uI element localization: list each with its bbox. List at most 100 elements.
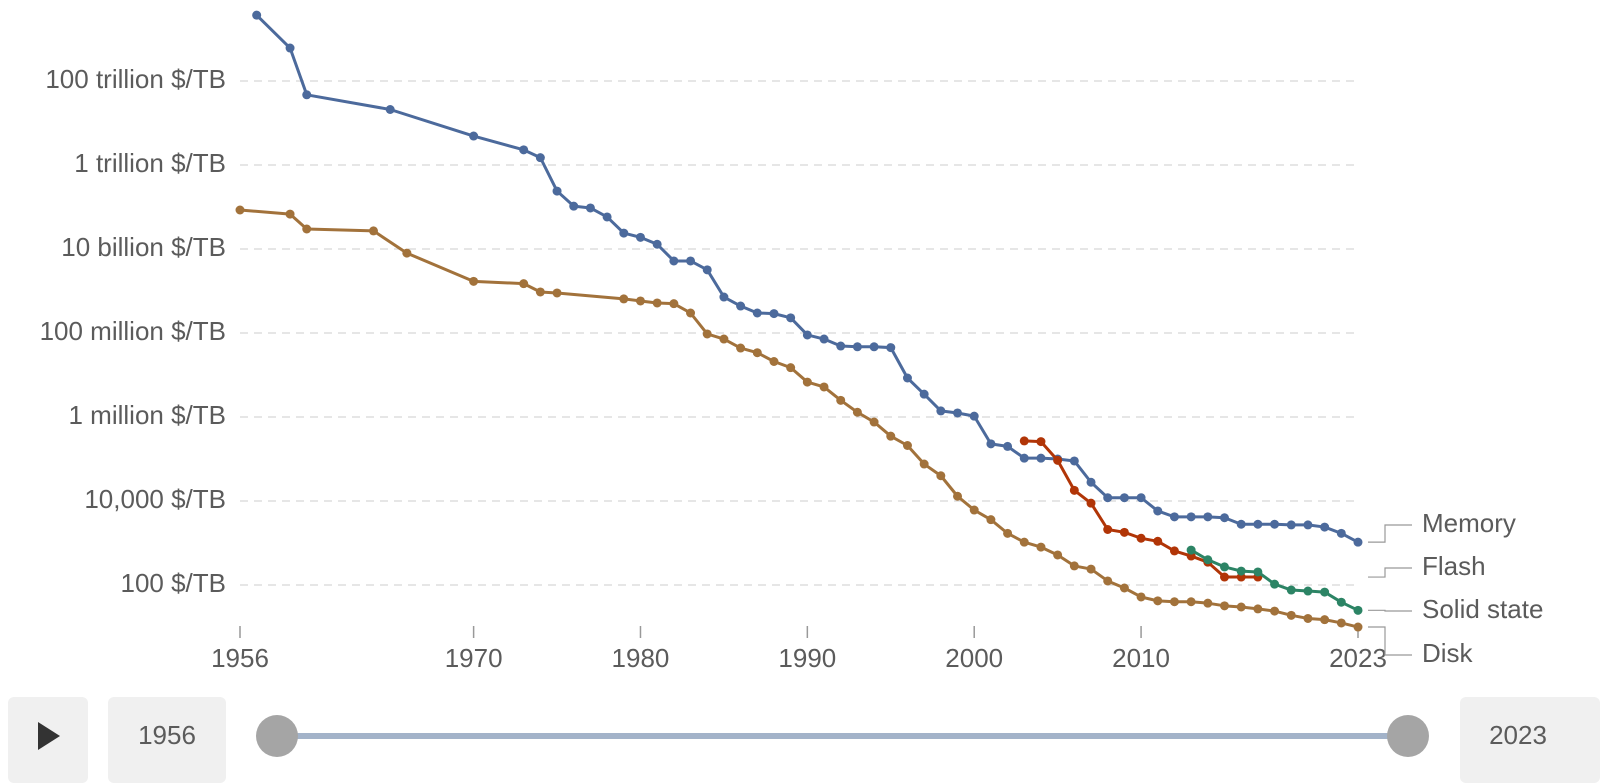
data-point: [1019, 453, 1029, 463]
data-point: [1186, 597, 1196, 607]
data-point: [1169, 512, 1179, 522]
y-tick-label: 1 million $/TB: [69, 400, 227, 430]
data-point: [402, 248, 412, 258]
x-tick-label: 1970: [445, 643, 503, 673]
data-point: [585, 203, 595, 213]
data-point: [669, 256, 679, 266]
data-point: [902, 441, 912, 451]
data-point: [1270, 606, 1280, 616]
data-point: [1286, 520, 1296, 530]
legend-connector: [1368, 626, 1412, 656]
data-point: [1186, 545, 1196, 555]
data-point: [1086, 477, 1096, 487]
data-point: [1036, 542, 1046, 552]
start-year: 1956: [138, 720, 196, 750]
data-point: [919, 389, 929, 399]
data-point: [1253, 519, 1263, 529]
legend-label: Disk: [1422, 638, 1474, 668]
data-point: [1169, 546, 1179, 556]
data-point: [1220, 572, 1230, 582]
data-point: [953, 408, 963, 418]
data-point: [1103, 493, 1113, 503]
data-point: [969, 505, 979, 515]
data-point: [1336, 618, 1346, 628]
data-point: [819, 382, 829, 392]
data-point: [702, 265, 712, 275]
data-point: [1069, 485, 1079, 495]
data-point: [1270, 519, 1280, 529]
data-point: [1303, 613, 1313, 623]
data-point: [1236, 566, 1246, 576]
end-year: 2023: [1489, 720, 1547, 750]
data-point: [1220, 562, 1230, 572]
x-tick-label: 1990: [778, 643, 836, 673]
data-point: [1119, 493, 1129, 503]
slider-handle-end[interactable]: [1387, 715, 1429, 757]
data-point: [1153, 596, 1163, 606]
data-point: [469, 276, 479, 286]
data-point: [235, 205, 245, 215]
data-point: [1003, 528, 1013, 538]
data-point: [802, 377, 812, 387]
data-point: [1069, 456, 1079, 466]
data-point: [1353, 622, 1363, 632]
data-point: [1203, 598, 1213, 608]
data-point: [535, 153, 545, 163]
data-point: [1220, 601, 1230, 611]
data-point: [969, 411, 979, 421]
data-point: [1003, 441, 1013, 451]
data-point: [1336, 528, 1346, 538]
data-point: [1303, 586, 1313, 596]
data-point: [1086, 498, 1096, 508]
data-point: [469, 131, 479, 141]
legend-connector: [1368, 609, 1412, 612]
data-point: [1203, 555, 1213, 565]
data-point: [1153, 506, 1163, 516]
data-point: [786, 363, 796, 373]
y-tick-label: 1 trillion $/TB: [74, 148, 226, 178]
data-point: [1169, 597, 1179, 607]
data-point: [886, 431, 896, 441]
data-point: [1136, 493, 1146, 503]
data-point: [652, 298, 662, 308]
data-point: [752, 308, 762, 318]
data-point: [1203, 512, 1213, 522]
play-icon: [38, 722, 60, 750]
data-point: [519, 279, 529, 289]
data-point: [769, 309, 779, 319]
data-point: [1353, 537, 1363, 547]
data-point: [1320, 522, 1330, 532]
series-line: [239, 208, 1359, 629]
data-point: [936, 406, 946, 416]
legend-connector: [1368, 567, 1412, 578]
data-point: [1253, 567, 1263, 577]
data-point: [802, 330, 812, 340]
data-point: [368, 226, 378, 236]
x-tick-label: 2010: [1112, 643, 1170, 673]
data-point: [786, 313, 796, 323]
data-point: [852, 342, 862, 352]
data-point: [769, 357, 779, 367]
y-tick-label: 10,000 $/TB: [84, 484, 226, 514]
data-point: [519, 145, 529, 155]
y-tick-label: 10 billion $/TB: [61, 232, 226, 262]
series-line: [255, 14, 1359, 544]
data-point: [1336, 597, 1346, 607]
data-point: [719, 334, 729, 344]
data-point: [652, 239, 662, 249]
data-point: [619, 228, 629, 238]
data-point: [1019, 436, 1029, 446]
data-point: [719, 292, 729, 302]
data-point: [752, 348, 762, 358]
data-point: [302, 90, 312, 100]
data-point: [702, 329, 712, 339]
data-point: [619, 294, 629, 304]
data-point: [1236, 602, 1246, 612]
data-point: [1069, 561, 1079, 571]
data-point: [736, 343, 746, 353]
data-point: [986, 515, 996, 525]
legend-connector: [1368, 524, 1412, 543]
slider-handle-start[interactable]: [256, 715, 298, 757]
data-point: [385, 105, 395, 115]
